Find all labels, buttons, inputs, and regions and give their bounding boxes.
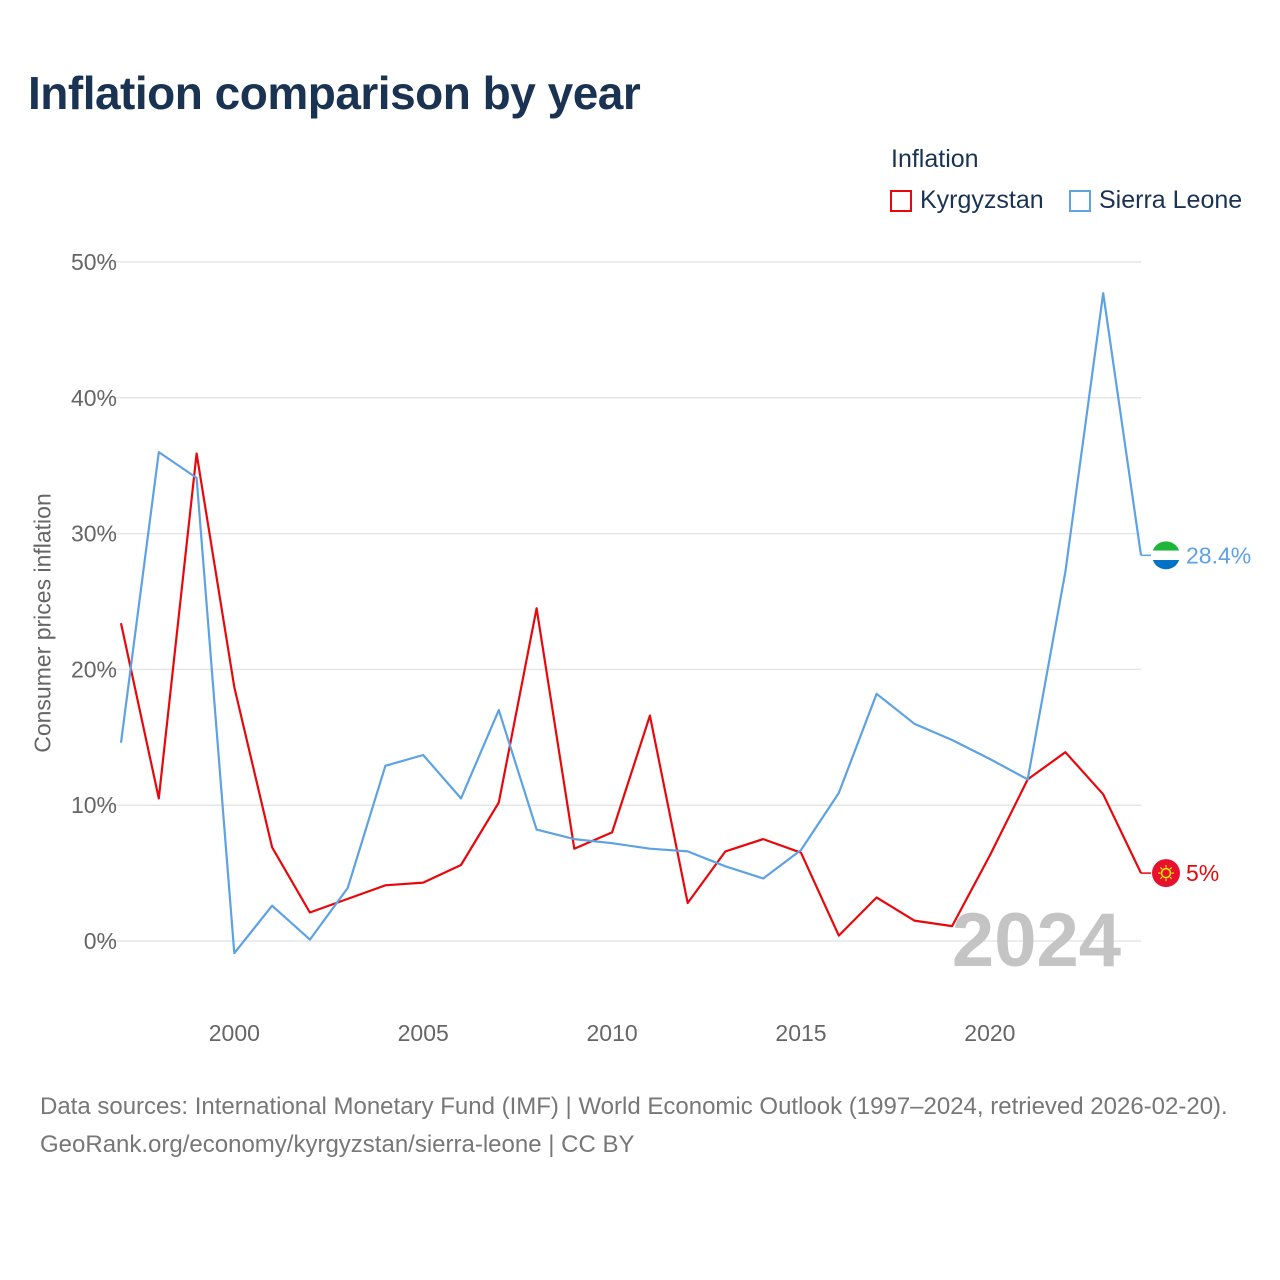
kyrgyzstan-sun-ray-icon bbox=[1169, 876, 1173, 880]
x-tick-label: 2020 bbox=[964, 1020, 1015, 1046]
kyrgyzstan-sun-ray-icon bbox=[1159, 876, 1163, 880]
y-tick-label: 30% bbox=[71, 521, 117, 547]
chart-title: Inflation comparison by year bbox=[28, 67, 641, 119]
kyrgyzstan-sun-ray-icon bbox=[1159, 867, 1163, 870]
series-line-kyrgyzstan bbox=[119, 452, 1142, 937]
legend-label-kyrgyzstan: Kyrgyzstan bbox=[920, 186, 1044, 214]
year-watermark: 2024 bbox=[952, 898, 1121, 983]
legend-swatch-kyrgyzstan bbox=[890, 189, 912, 212]
end-value-label-sierra-leone: 28.4% bbox=[1186, 542, 1251, 568]
x-tick-label: 2010 bbox=[587, 1020, 638, 1046]
x-tick-label: 2000 bbox=[209, 1020, 260, 1046]
x-tick-label: 2005 bbox=[398, 1020, 449, 1046]
y-tick-label: 50% bbox=[71, 249, 117, 275]
kyrgyzstan-flag-icon bbox=[1152, 859, 1180, 888]
kyrgyzstan-sun-icon bbox=[1160, 867, 1172, 879]
kyrgyzstan-sun-ray-icon bbox=[1169, 867, 1173, 870]
legend-label-sierra-leone: Sierra Leone bbox=[1099, 186, 1243, 214]
y-tick-label: 40% bbox=[71, 385, 117, 411]
sierra-leone-flag-icon bbox=[1152, 541, 1180, 570]
legend-item-sierra-leone[interactable]: Sierra Leone bbox=[1069, 186, 1242, 215]
credit-link[interactable]: GeoRank.org/economy/kyrgyzstan/sierra-le… bbox=[40, 1131, 635, 1158]
series-line-sierra-leone bbox=[119, 292, 1143, 955]
legend-swatch-sierra-leone bbox=[1069, 189, 1091, 212]
footer: Data sources: International Monetary Fun… bbox=[40, 1088, 1245, 1164]
y-tick-label: 0% bbox=[84, 928, 117, 954]
y-tick-label: 20% bbox=[71, 656, 117, 682]
end-value-label-kyrgyzstan: 5% bbox=[1186, 860, 1219, 886]
data-sources-note: Data sources: International Monetary Fun… bbox=[40, 1093, 1228, 1120]
legend-title: Inflation bbox=[891, 145, 979, 173]
y-tick-label: 10% bbox=[71, 792, 117, 818]
legend-item-kyrgyzstan[interactable]: Kyrgyzstan bbox=[890, 186, 1044, 215]
x-tick-label: 2015 bbox=[775, 1020, 826, 1046]
